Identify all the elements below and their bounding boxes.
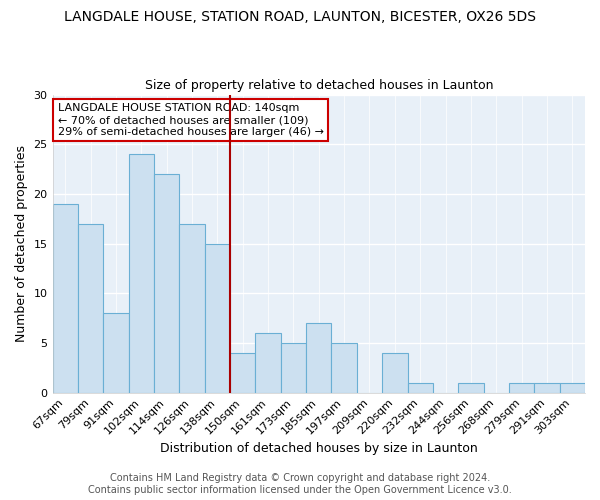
Bar [78,224,103,392]
Bar [534,382,560,392]
Bar [256,333,281,392]
Text: LANGDALE HOUSE, STATION ROAD, LAUNTON, BICESTER, OX26 5DS: LANGDALE HOUSE, STATION ROAD, LAUNTON, B… [64,10,536,24]
Title: Size of property relative to detached houses in Launton: Size of property relative to detached ho… [145,79,493,92]
Bar [230,353,256,393]
Bar [53,204,78,392]
Bar [205,244,230,392]
Bar [382,353,407,393]
X-axis label: Distribution of detached houses by size in Launton: Distribution of detached houses by size … [160,442,478,455]
Bar [407,382,433,392]
Bar [281,343,306,392]
Text: LANGDALE HOUSE STATION ROAD: 140sqm
← 70% of detached houses are smaller (109)
2: LANGDALE HOUSE STATION ROAD: 140sqm ← 70… [58,104,324,136]
Bar [560,382,585,392]
Bar [458,382,484,392]
Bar [103,313,128,392]
Y-axis label: Number of detached properties: Number of detached properties [15,145,28,342]
Bar [179,224,205,392]
Bar [128,154,154,392]
Bar [331,343,357,392]
Bar [154,174,179,392]
Text: Contains HM Land Registry data © Crown copyright and database right 2024.
Contai: Contains HM Land Registry data © Crown c… [88,474,512,495]
Bar [509,382,534,392]
Bar [306,323,331,392]
